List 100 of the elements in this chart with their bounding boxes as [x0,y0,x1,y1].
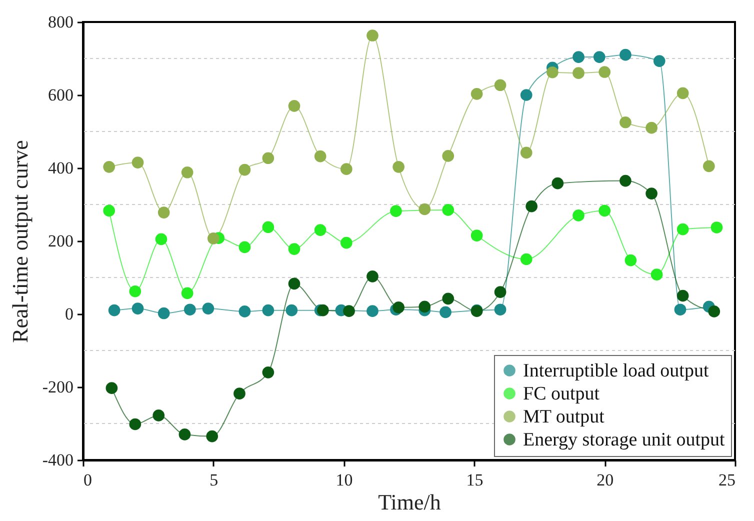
point [646,188,658,200]
point [418,203,431,216]
x-axis-title: Time/h [378,490,441,514]
point [526,200,538,212]
x-tick-label: 25 [718,470,736,490]
point [366,305,378,317]
point [442,292,454,305]
point [598,204,611,217]
point [650,268,663,280]
point [442,150,454,162]
point [262,152,274,164]
point [152,410,165,422]
point [288,100,300,112]
point [288,243,300,255]
point [340,163,352,175]
point [494,79,506,92]
point [207,232,220,244]
point [286,304,298,316]
point [366,30,378,42]
point [288,278,300,290]
y-axis-title: Real-time output curve [7,140,32,343]
point [181,287,194,300]
point [314,224,326,236]
point [206,430,218,442]
point [392,161,404,173]
point [317,304,329,316]
point [572,210,584,222]
point [340,236,352,249]
point [470,88,483,100]
point [158,307,170,320]
point [202,302,214,314]
point [620,174,632,187]
point [132,302,144,314]
point [708,306,720,318]
point [178,428,191,440]
x-tick-label: 15 [466,470,484,490]
point [572,51,584,63]
point [470,230,483,242]
x-tick-label: 10 [336,470,353,490]
point [129,418,142,430]
point [392,302,404,314]
point [552,177,564,190]
point [108,304,120,316]
point [314,150,326,162]
point [653,55,666,67]
point [155,233,168,246]
point [676,290,689,302]
point [624,254,637,266]
point [676,223,689,236]
point [520,253,532,266]
point [103,161,115,173]
point [262,366,274,378]
point [620,48,632,61]
legend-label: FC output [523,384,600,404]
point [129,285,142,298]
point [710,222,723,234]
point [440,306,452,318]
point [572,67,584,80]
point [520,89,532,101]
legend-label: Energy storage unit output [523,430,726,450]
point [106,382,118,394]
y-tick-label: 600 [48,86,74,104]
point [620,116,632,128]
y-tick-label: 800 [48,12,74,32]
point [238,306,251,318]
x-tick-label: 5 [210,470,218,490]
point [238,164,251,176]
point [158,206,170,218]
x-tick-label: 0 [84,470,92,490]
point [674,304,686,316]
y-tick-label: -200 [42,378,74,396]
point [494,304,506,316]
point [343,305,355,317]
point [181,166,194,178]
point [103,204,115,217]
point [494,286,506,298]
point [703,160,715,172]
x-tick-label: 20 [596,470,614,490]
point [262,304,274,316]
point [184,304,196,316]
point [520,146,532,159]
y-tick-label: 400 [48,158,74,178]
point [418,300,431,313]
point [234,388,246,400]
point [546,66,558,78]
point [262,221,274,234]
point [593,51,606,63]
legend-label: Interruptible load output [523,360,710,382]
point [132,156,144,168]
legend-label: MT output [523,406,606,428]
point [598,66,611,78]
point [390,205,402,217]
point [646,122,658,134]
point [366,270,378,282]
point [442,204,454,216]
y-tick-label: 200 [48,232,74,250]
point [238,241,251,254]
y-tick-label: 0 [65,304,74,324]
point [676,87,689,100]
y-tick-label: -400 [42,450,74,470]
